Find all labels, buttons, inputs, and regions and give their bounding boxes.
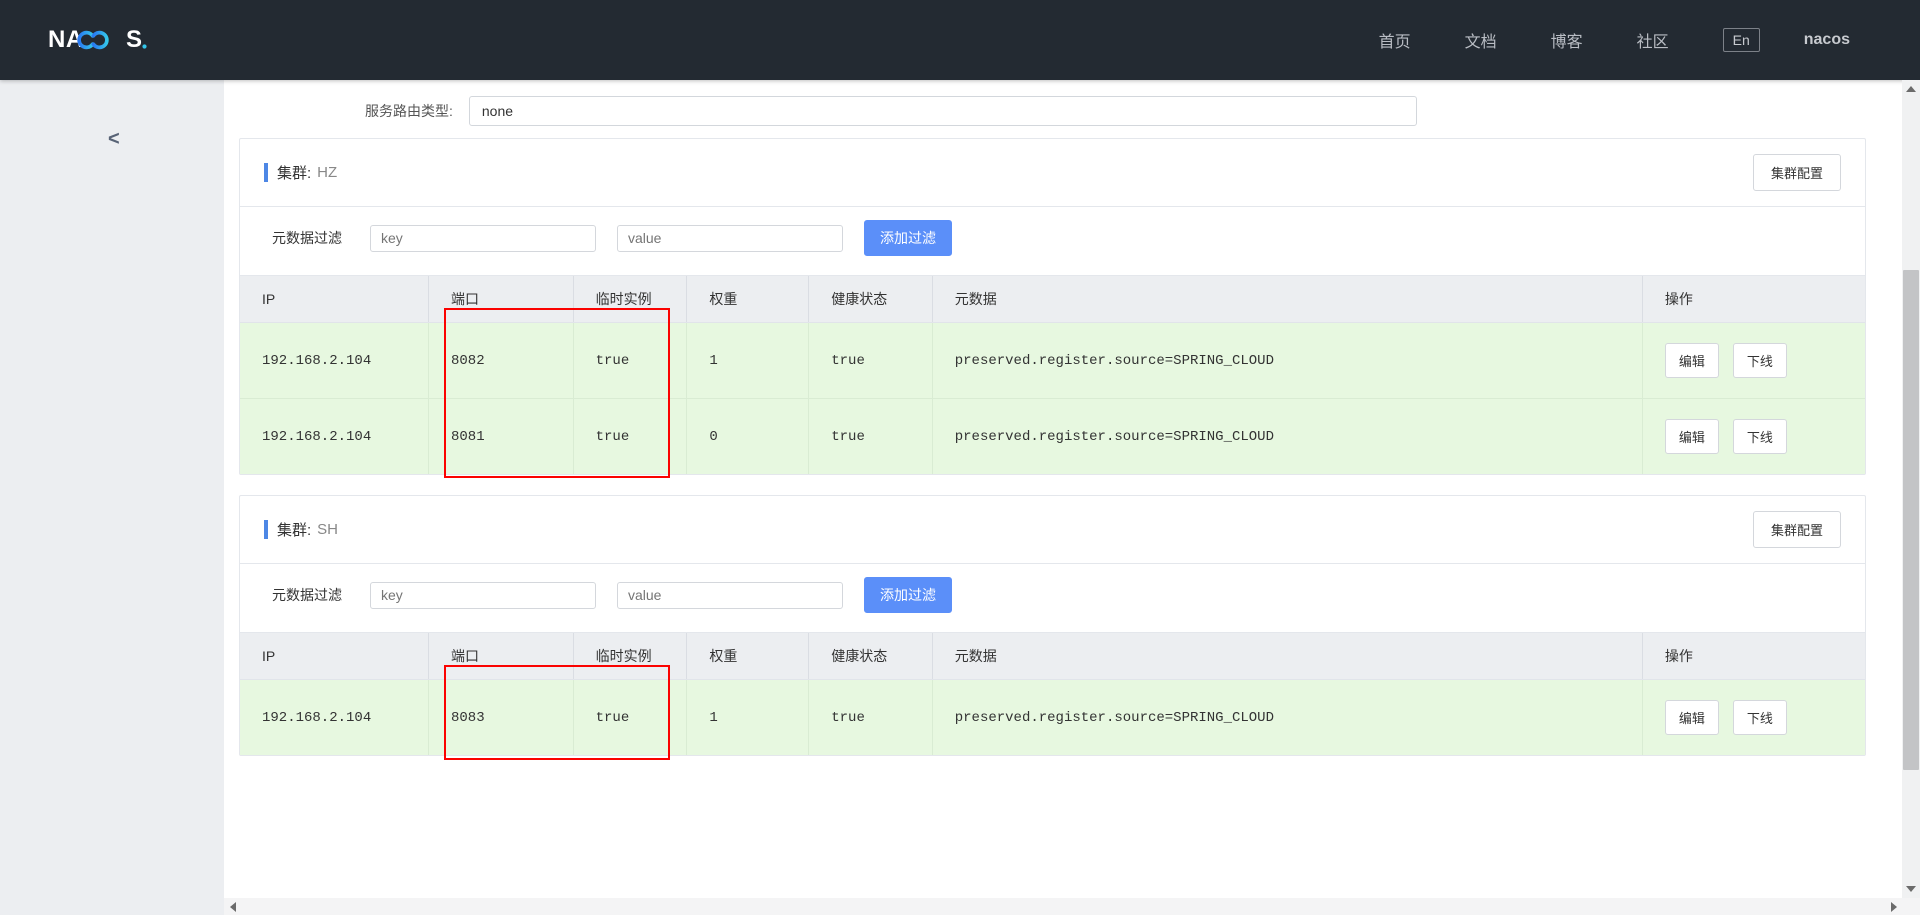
svg-text:S: S <box>126 26 143 53</box>
